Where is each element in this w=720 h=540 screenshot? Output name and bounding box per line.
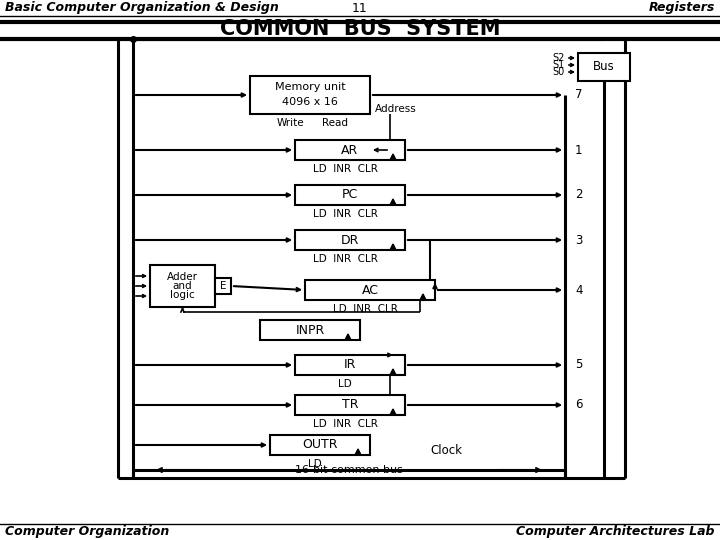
Text: logic: logic: [170, 290, 195, 300]
Text: Address: Address: [375, 104, 417, 114]
Text: 5: 5: [575, 359, 582, 372]
Text: LD  INR  CLR: LD INR CLR: [312, 209, 377, 219]
Text: Computer Architectures Lab: Computer Architectures Lab: [516, 525, 715, 538]
Text: DR: DR: [341, 233, 359, 246]
Text: Computer Organization: Computer Organization: [5, 525, 169, 538]
Text: 16-bit common bus: 16-bit common bus: [295, 465, 403, 475]
Polygon shape: [420, 294, 426, 300]
Bar: [150, 265, 215, 307]
Text: 7: 7: [575, 89, 582, 102]
Text: 2: 2: [575, 188, 582, 201]
Bar: [295, 355, 405, 375]
Text: LD  INR  CLR: LD INR CLR: [312, 164, 377, 174]
Polygon shape: [345, 334, 351, 340]
Text: TR: TR: [342, 399, 359, 411]
Text: PC: PC: [342, 188, 358, 201]
Text: LD: LD: [338, 379, 352, 389]
Text: Registers: Registers: [649, 2, 715, 15]
Text: INPR: INPR: [295, 323, 325, 336]
Text: AR: AR: [341, 144, 359, 157]
Text: 4096 x 16: 4096 x 16: [282, 97, 338, 107]
Bar: [270, 435, 370, 455]
Text: S0: S0: [553, 67, 565, 77]
Text: 4: 4: [575, 284, 582, 296]
Bar: [295, 140, 405, 160]
Text: AC: AC: [361, 284, 379, 296]
Text: 3: 3: [575, 233, 582, 246]
Text: Basic Computer Organization & Design: Basic Computer Organization & Design: [5, 2, 279, 15]
Polygon shape: [390, 199, 396, 205]
Bar: [305, 280, 435, 300]
Bar: [578, 53, 630, 81]
Text: Clock: Clock: [430, 443, 462, 456]
Bar: [295, 230, 405, 250]
Text: 11: 11: [352, 2, 368, 15]
Text: E: E: [220, 281, 226, 291]
Text: S1: S1: [553, 60, 565, 70]
Bar: [215, 278, 231, 294]
Bar: [260, 320, 360, 340]
Bar: [295, 395, 405, 415]
Polygon shape: [390, 369, 396, 375]
Text: Write: Write: [276, 118, 304, 128]
Text: Memory unit: Memory unit: [275, 82, 346, 92]
Text: LD  INR  CLR: LD INR CLR: [312, 419, 377, 429]
Text: OUTR: OUTR: [302, 438, 338, 451]
Text: 6: 6: [575, 399, 582, 411]
Text: LD  INR  CLR: LD INR CLR: [312, 254, 377, 264]
Bar: [295, 185, 405, 205]
Text: Bus: Bus: [593, 60, 615, 73]
Bar: [250, 76, 370, 114]
Text: COMMON  BUS  SYSTEM: COMMON BUS SYSTEM: [220, 19, 500, 39]
Polygon shape: [390, 409, 396, 415]
Text: and: and: [173, 281, 192, 291]
Text: 1: 1: [575, 144, 582, 157]
Polygon shape: [390, 244, 396, 250]
Text: IR: IR: [344, 359, 356, 372]
Text: Adder: Adder: [167, 272, 198, 282]
Text: LD  INR  CLR: LD INR CLR: [333, 304, 397, 314]
Text: S2: S2: [553, 53, 565, 63]
Text: LD: LD: [308, 459, 322, 469]
Text: Read: Read: [322, 118, 348, 128]
Polygon shape: [390, 154, 396, 160]
Polygon shape: [355, 449, 361, 455]
